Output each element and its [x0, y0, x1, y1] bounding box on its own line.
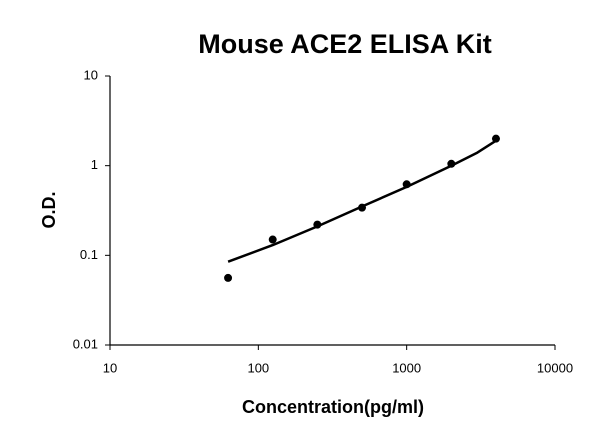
y-tick-label: 1 [91, 157, 98, 172]
y-axis-label: O.D. [39, 191, 59, 228]
chart-title: Mouse ACE2 ELISA Kit [198, 29, 492, 59]
y-tick-label: 10 [84, 67, 98, 82]
x-tick-label: 10 [103, 360, 117, 375]
x-tick-label: 10000 [537, 360, 573, 375]
data-point [224, 273, 233, 282]
y-tick-label: 0.1 [80, 247, 98, 262]
fit-curve [227, 139, 497, 263]
x-tick-label: 100 [247, 360, 269, 375]
x-axis-label: Concentration(pg/ml) [242, 397, 424, 417]
data-point [268, 235, 277, 244]
x-tick-label: 1000 [392, 360, 421, 375]
y-tick-label: 0.01 [73, 336, 98, 351]
